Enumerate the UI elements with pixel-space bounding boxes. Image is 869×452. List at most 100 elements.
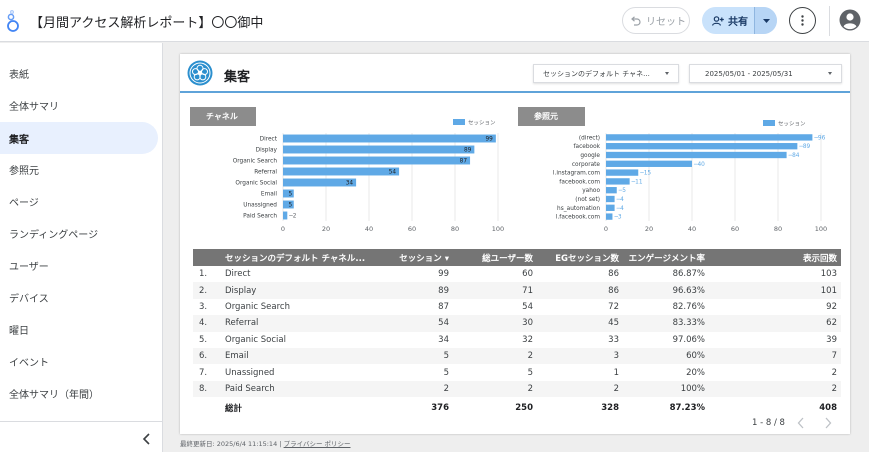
data-label: ─5: [618, 188, 626, 194]
data-label: ─15: [639, 171, 651, 177]
sidebar-item-events[interactable]: イベント: [0, 345, 158, 377]
category-label: Display: [256, 148, 278, 154]
sidebar-item-weekday[interactable]: 曜日: [0, 313, 158, 345]
privacy-policy-link[interactable]: プライバシー ポリシー: [283, 440, 351, 448]
column-header-channel[interactable]: セッションのデフォルト チャネル...: [221, 249, 391, 266]
x-tick-label: 100: [815, 225, 827, 233]
x-tick-label: 60: [408, 225, 416, 233]
footer-separator: |: [279, 440, 282, 448]
sessions-cell: 5: [391, 347, 453, 365]
table-row[interactable]: 3. Organic Search 87 54 72 82.76% 92: [193, 299, 841, 315]
views-cell: 2: [709, 380, 841, 398]
looker-studio-logo-icon[interactable]: [6, 10, 20, 32]
column-header-engagement-rate[interactable]: エンゲージメント率: [623, 249, 709, 266]
channel-cell: Unassigned: [225, 367, 275, 378]
page-navigation: 表紙 全体サマリ 集客 参照元 ページ ランディングページ ユーザー デバイス …: [0, 43, 163, 452]
table-row[interactable]: 2. Display 89 71 86 96.63% 101: [193, 282, 841, 299]
engagement-rate-cell: 82.76%: [672, 301, 705, 312]
sidebar-item-label: 表紙: [9, 69, 29, 81]
collapse-sidebar-icon[interactable]: [140, 431, 154, 447]
bar: [606, 213, 613, 220]
table-row[interactable]: 7. Unassigned 5 5 1 20% 2: [193, 364, 841, 380]
total-users-cell: 71: [453, 282, 537, 299]
channel-cell: Display: [221, 282, 391, 299]
engagement-rate-cell: 83.33%: [623, 315, 709, 332]
sidebar-item-devices[interactable]: デバイス: [0, 281, 158, 313]
x-tick-label: 0: [604, 225, 608, 233]
column-header-views[interactable]: 表示回数: [709, 249, 841, 266]
chevron-left-icon[interactable]: [796, 416, 806, 430]
x-tick-label: 80: [451, 225, 459, 233]
data-label: ─3: [613, 215, 621, 221]
channel-cell: Organic Search: [225, 301, 290, 312]
table-row[interactable]: 1. Direct 99 60 86 86.87% 103: [193, 266, 841, 282]
share-dropdown-button[interactable]: [754, 7, 777, 34]
channel-cell: Paid Search: [221, 380, 391, 398]
referrer-chart-title: 参照元: [518, 107, 585, 126]
date-range-picker[interactable]: 2025/05/01 - 2025/05/31: [689, 64, 842, 83]
data-label: 87: [460, 159, 468, 165]
sidebar-item-label: イベント: [9, 357, 49, 369]
bar: [283, 134, 496, 143]
engaged-sessions-cell: 1: [613, 367, 619, 378]
category-label: Direct: [260, 137, 278, 143]
chevron-right-icon[interactable]: [823, 416, 833, 430]
data-label: ─40: [693, 162, 705, 168]
bar: [606, 169, 639, 176]
data-label: ─89: [798, 144, 810, 150]
channel-sessions-chart: 0 20 40 60 80 100 セッション Direct 99 Display 89 Organi…: [233, 119, 504, 233]
share-button-group: 共有: [702, 7, 777, 34]
reset-button[interactable]: リセット: [622, 7, 690, 34]
sidebar-item-annual-summary[interactable]: 全体サマリ（年間）: [0, 377, 158, 409]
data-label: 89: [464, 148, 472, 154]
sidebar-item-label: ランディングページ: [9, 229, 99, 241]
table-row[interactable]: 5. Organic Social 34 32 33 97.06% 39: [193, 332, 841, 348]
legend-label: セッション: [468, 120, 496, 127]
category-label: Unassigned: [243, 203, 277, 209]
data-label: ─4: [616, 206, 624, 212]
channel-cell: Referral: [221, 315, 391, 332]
row-index: 2.: [193, 282, 221, 299]
category-label: (direct): [579, 135, 600, 141]
dimension-dropdown[interactable]: セッションのデフォルト チャネ...: [533, 64, 679, 83]
sidebar-item-users[interactable]: ユーザー: [0, 249, 158, 281]
total-users-cell: 54: [522, 301, 533, 312]
bar: [606, 195, 615, 203]
table-row[interactable]: 6. Email 5 2 3 60% 7: [193, 347, 841, 365]
total-users-cell: 30: [453, 315, 537, 332]
table-total-row: 総計 376 250 328 87.23% 408: [193, 397, 841, 419]
total-engaged-sessions: 328: [601, 403, 619, 414]
share-button[interactable]: 共有: [702, 7, 754, 34]
sidebar-item-referrer[interactable]: 参照元: [0, 153, 158, 185]
column-header-engaged-sessions[interactable]: EGセッション数: [537, 249, 623, 266]
table-header-row: セッションのデフォルト チャネル... セッション ▾ 総ユーザー数 EGセッシ…: [193, 249, 841, 266]
engaged-sessions-cell: 33: [608, 334, 619, 345]
caret-down-icon: [762, 18, 770, 23]
sidebar-item-acquisition[interactable]: 集客: [0, 122, 158, 154]
add-person-icon: [712, 15, 724, 26]
data-label: 34: [346, 181, 354, 187]
sidebar-item-landing-pages[interactable]: ランディングページ: [0, 217, 158, 249]
sessions-cell: 99: [438, 269, 449, 280]
account-circle-icon[interactable]: [839, 9, 861, 31]
engaged-sessions-cell: 72: [608, 301, 619, 312]
sidebar-item-pages[interactable]: ページ: [0, 185, 158, 217]
column-header-sessions[interactable]: セッション ▾: [391, 249, 453, 266]
engaged-sessions-cell: 2: [537, 380, 623, 398]
bar: [283, 167, 400, 176]
table-row[interactable]: 8. Paid Search 2 2 2 100% 2: [193, 380, 841, 398]
category-label: Paid Search: [243, 214, 277, 220]
more-options-button[interactable]: [789, 7, 816, 34]
date-range-value: 2025/05/01 - 2025/05/31: [705, 69, 793, 78]
total-users: 250: [515, 403, 533, 414]
top-bar: 【月間アクセス解析レポート】〇〇御中 リセット 共有: [0, 0, 869, 42]
sidebar-item-label: ページ: [9, 197, 39, 209]
category-label: yahoo: [582, 188, 600, 194]
column-header-total-users[interactable]: 総ユーザー数: [453, 249, 537, 266]
sidebar-item-cover[interactable]: 表紙: [0, 57, 158, 89]
sidebar-item-summary[interactable]: 全体サマリ: [0, 89, 158, 121]
pagination-label: 1 - 8 / 8: [752, 418, 785, 428]
table-row[interactable]: 4. Referral 54 30 45 83.33% 62: [193, 315, 841, 332]
sidebar-item-label: 集客: [9, 134, 29, 146]
report-title[interactable]: 【月間アクセス解析レポート】〇〇御中: [30, 16, 264, 31]
